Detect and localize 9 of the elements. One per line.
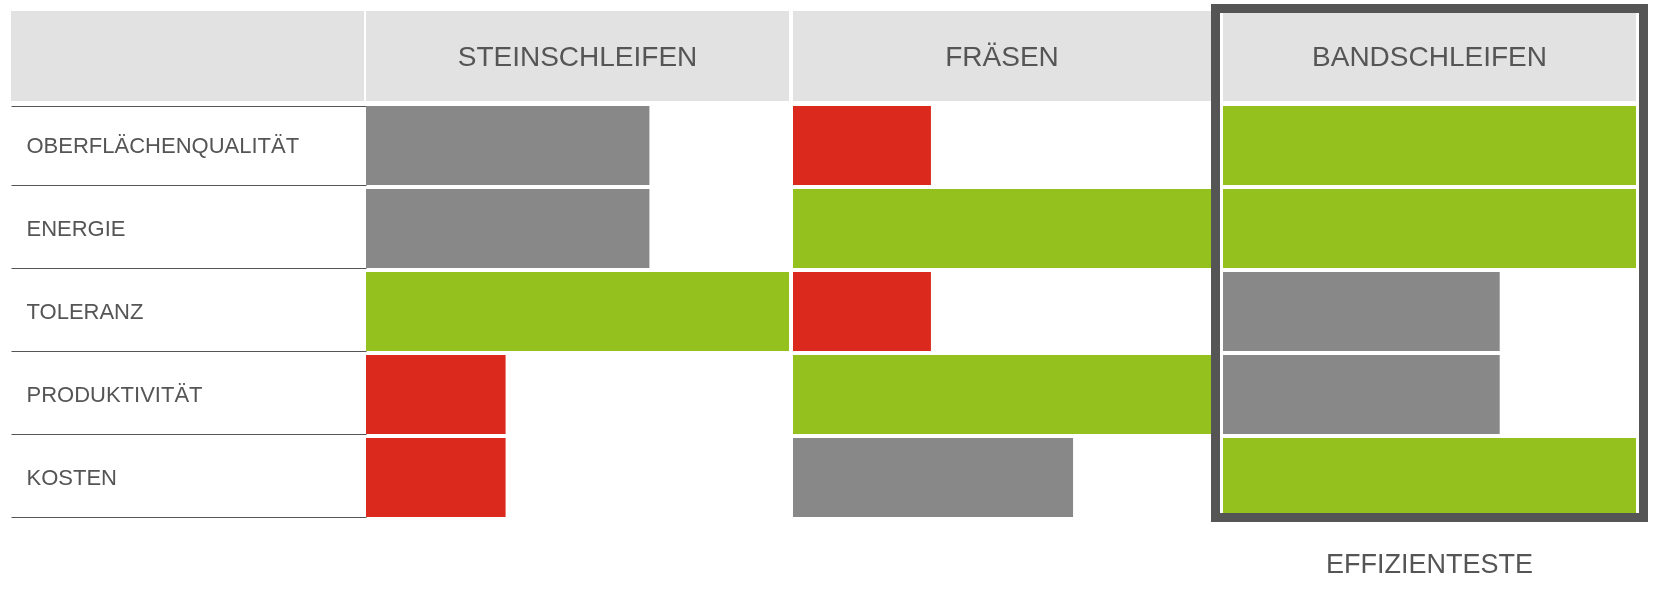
chart-title: STEINSCHLEIFEN [457, 41, 698, 72]
text: EFFIZIENTESTE [1325, 549, 1534, 580]
chart-title: BANDSCHLEIFEN [1312, 41, 1547, 72]
y-tick-label: KOSTEN [26, 465, 117, 491]
chart-title: FRÄSEN [945, 41, 1059, 72]
y-tick-label: OBERFLÄCHENQUALITÄT [26, 132, 300, 158]
y-tick-label: TOLERANZ [26, 299, 144, 324]
y-tick-label: PRODUKTIVITÄT [26, 382, 203, 408]
y-tick-label: ENERGIE [26, 215, 126, 241]
